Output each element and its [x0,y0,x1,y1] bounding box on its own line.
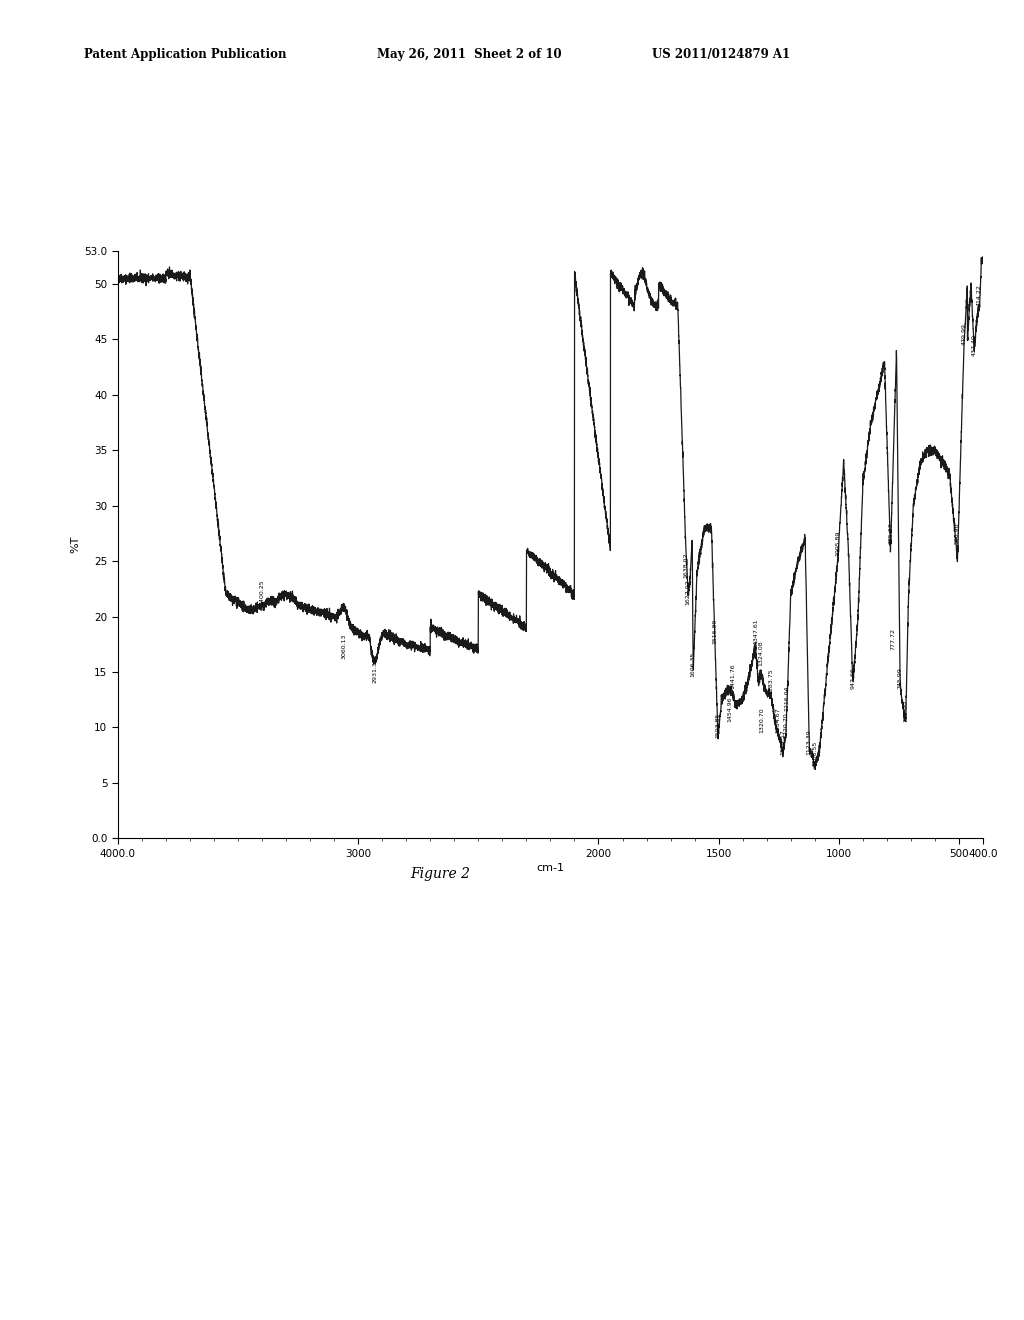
Text: Figure 2: Figure 2 [411,867,470,880]
Text: 1454.96: 1454.96 [727,696,732,722]
X-axis label: cm-1: cm-1 [537,863,564,873]
Text: 1320.70: 1320.70 [760,708,764,733]
Text: 722.90: 722.90 [903,700,908,722]
Text: May 26, 2011  Sheet 2 of 10: May 26, 2011 Sheet 2 of 10 [377,48,561,61]
Text: 745.99: 745.99 [898,667,902,689]
Text: 1516.09: 1516.09 [713,619,717,644]
Text: 1606.35: 1606.35 [690,652,695,677]
Text: 414.22: 414.22 [977,284,982,306]
Text: 1441.76: 1441.76 [730,663,735,689]
Text: 479.99: 479.99 [962,323,967,345]
Text: 1324.08: 1324.08 [759,640,764,667]
Text: 1283.75: 1283.75 [768,668,773,694]
Text: 1638.02: 1638.02 [683,552,688,578]
Text: 437.40: 437.40 [972,334,977,356]
Text: 942.66: 942.66 [850,667,855,689]
Text: 506.90: 506.90 [955,523,961,544]
Text: 1220.70: 1220.70 [783,713,788,738]
Y-axis label: %T: %T [70,536,80,553]
Text: Patent Application Publication: Patent Application Publication [84,48,287,61]
Text: 1123.39: 1123.39 [807,730,812,755]
Text: 785.33: 785.33 [888,523,893,544]
Text: 1254.67: 1254.67 [775,708,780,733]
Text: 1503.85: 1503.85 [716,713,721,738]
Text: 1347.61: 1347.61 [753,619,758,644]
Text: 2931.35: 2931.35 [372,657,377,682]
Text: 1234.57: 1234.57 [780,730,785,755]
Text: 3400.25: 3400.25 [259,579,264,606]
Text: 1100.55: 1100.55 [812,741,817,766]
Text: 777.72: 777.72 [890,628,895,649]
Text: 3060.13: 3060.13 [341,634,346,659]
Text: 1005.89: 1005.89 [836,531,840,556]
Text: 1627.02: 1627.02 [686,579,690,606]
Text: US 2011/0124879 A1: US 2011/0124879 A1 [652,48,791,61]
Text: 1216.04: 1216.04 [784,685,790,710]
